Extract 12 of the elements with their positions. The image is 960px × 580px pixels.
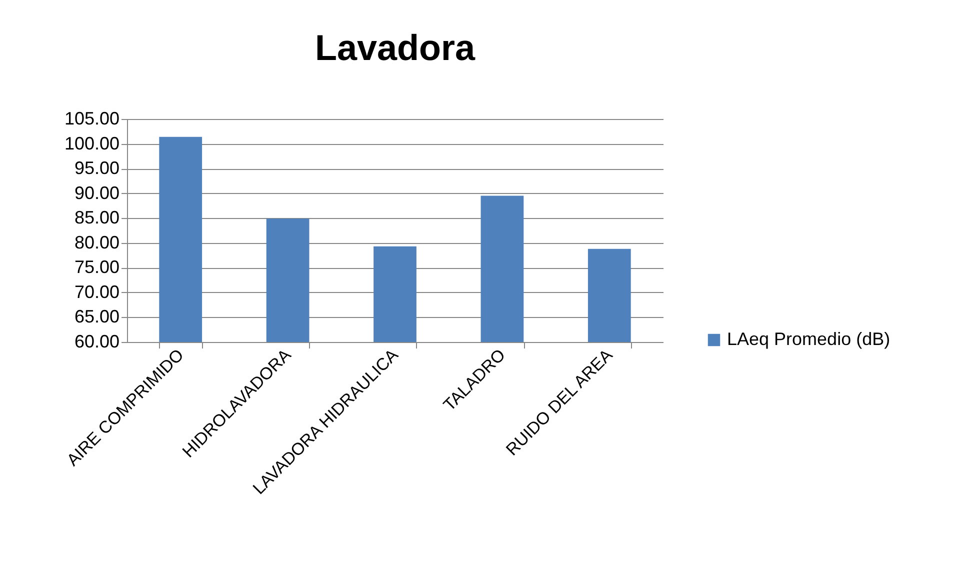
y-tick-label: 60.00: [74, 332, 120, 352]
y-tick-label: 90.00: [74, 182, 120, 203]
y-tick-label: 80.00: [74, 232, 120, 252]
y-tick-label: 95.00: [74, 158, 120, 178]
chart-title: Lavadora: [314, 27, 476, 68]
y-tick-label: 85.00: [74, 208, 120, 228]
legend-label: LAeq Promedio (dB): [727, 329, 890, 349]
y-tick-label: 65.00: [74, 306, 120, 327]
y-tick-label: 105.00: [64, 108, 120, 128]
y-tick-label: 75.00: [74, 257, 120, 278]
y-tick-label: 70.00: [74, 282, 120, 302]
y-tick-label: 100.00: [64, 133, 120, 154]
